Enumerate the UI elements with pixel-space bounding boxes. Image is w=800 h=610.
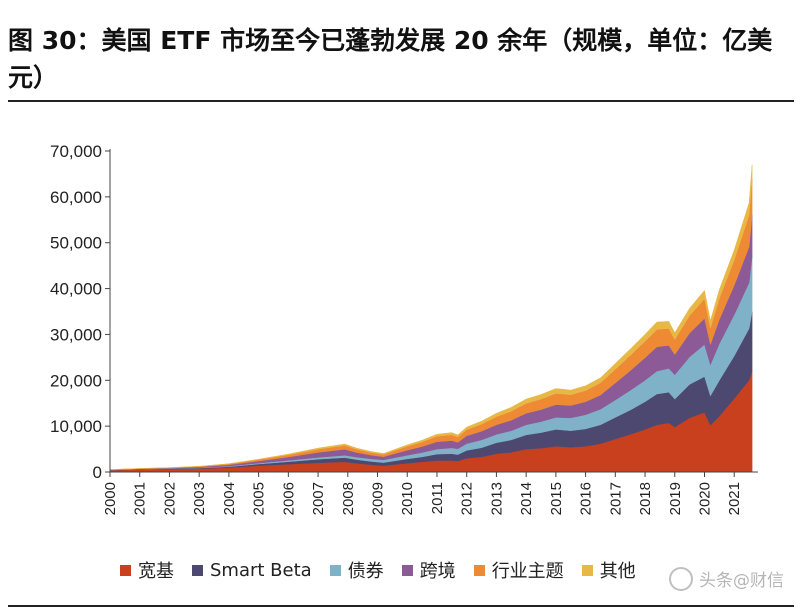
watermark-text: 头条@财信 — [699, 571, 784, 591]
legend-label: 宽基 — [138, 561, 174, 582]
x-tick-label: 2006 — [280, 482, 297, 515]
x-tick-label: 2015 — [548, 482, 565, 515]
x-tick-label: 2021 — [726, 482, 743, 515]
x-tick-label: 2005 — [251, 482, 268, 515]
area-series-group — [109, 164, 753, 473]
legend-item: 宽基 — [120, 557, 174, 583]
y-axis: 0 10,000 20,000 30,000 40,000 50,000 60,000 70,… — [50, 142, 111, 482]
legend-label: 行业主题 — [491, 561, 564, 582]
x-tick-label: 2020 — [696, 482, 713, 515]
x-tick-label: 2010 — [399, 482, 416, 515]
x-tick-label: 2004 — [221, 482, 238, 515]
legend-swatch — [192, 564, 203, 576]
x-tick-label: 2018 — [637, 482, 654, 515]
legend-item: 债券 — [329, 557, 384, 583]
page-title: 图 30：美国 ETF 市场至今已蓬勃发展 20 余年（规模，单位：亿美元） — [8, 26, 773, 92]
legend-label: 其他 — [599, 561, 636, 582]
x-tick-label: 2001 — [132, 482, 149, 515]
legend-swatch — [401, 564, 413, 576]
title-divider — [8, 100, 794, 102]
y-tick-label: 20,000 — [50, 371, 102, 390]
x-tick-label: 2007 — [310, 482, 327, 515]
x-tick-label: 2011 — [429, 482, 446, 514]
y-tick-label: 40,000 — [50, 280, 102, 299]
y-tick-label: 10,000 — [50, 417, 102, 436]
chart-legend: 宽基 Smart Beta 债券 跨境 行业主题 其他 — [120, 557, 636, 583]
legend-swatch — [473, 564, 485, 576]
legend-swatch — [581, 564, 593, 576]
y-tick-label: 30,000 — [50, 325, 102, 344]
legend-item: 跨境 — [401, 557, 456, 583]
y-tick-label: 50,000 — [50, 234, 102, 253]
x-tick-label: 2019 — [667, 482, 684, 515]
legend-label: Smart Beta — [210, 559, 312, 581]
x-tick-label: 2008 — [340, 482, 357, 515]
y-tick-label: 0 — [93, 463, 102, 482]
x-tick-label: 2000 — [102, 482, 119, 515]
watermark: 头条@财信 — [669, 566, 784, 591]
x-tick-label: 2013 — [488, 482, 505, 515]
legend-swatch — [329, 564, 341, 576]
legend-label: 债券 — [347, 561, 384, 582]
x-tick-label: 2016 — [578, 482, 595, 515]
legend-item: 其他 — [581, 557, 636, 583]
area-series-5 — [109, 164, 753, 470]
legend-swatch — [120, 564, 131, 576]
x-tick-label: 2014 — [518, 482, 535, 515]
x-tick-label: 2003 — [191, 482, 208, 515]
x-axis: 2000 2001 2002 2003 2004 2005 2006 2007 2008 2009… — [102, 471, 758, 515]
x-tick-label: 2002 — [161, 482, 178, 515]
snowball-logo-icon — [669, 566, 693, 591]
y-tick-label: 70,000 — [50, 142, 102, 161]
legend-item: 行业主题 — [473, 557, 564, 583]
x-tick-label: 2012 — [459, 482, 476, 515]
legend-item: Smart Beta — [192, 560, 312, 581]
y-tick-label: 60,000 — [50, 188, 102, 207]
legend-label: 跨境 — [419, 561, 456, 582]
x-tick-label: 2009 — [370, 482, 387, 515]
x-tick-label: 2017 — [607, 482, 624, 515]
bottom-divider — [8, 605, 794, 607]
